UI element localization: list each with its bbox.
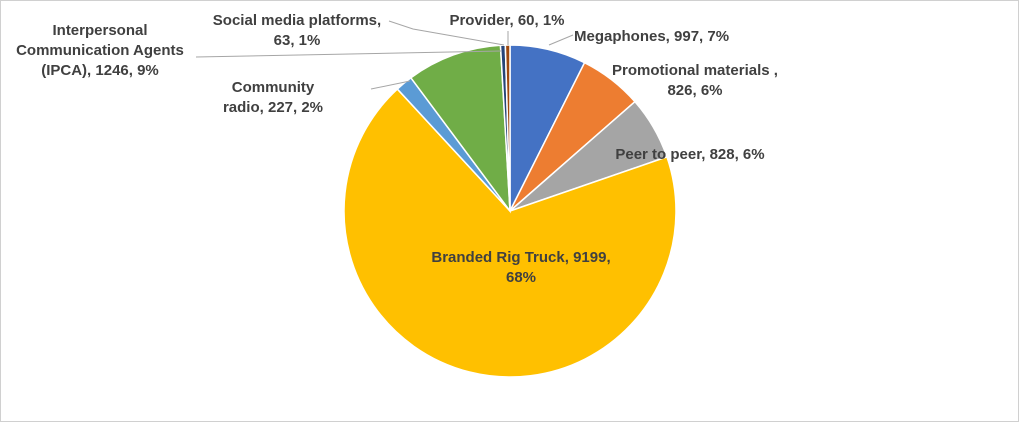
data-label-line: (IPCA), 1246, 9%	[41, 62, 159, 79]
leader-line-megaphones	[548, 34, 574, 46]
data-label-line: Provider, 60, 1%	[449, 12, 564, 29]
data-label-line: Communication Agents	[16, 42, 184, 59]
data-label-social-media-platforms: Social media platforms, 63, 1%	[213, 12, 381, 49]
data-label-megaphones: Megaphones, 997, 7%	[574, 28, 729, 45]
data-label-line: Social media platforms,	[213, 12, 381, 29]
data-label-line: 68%	[506, 269, 536, 286]
leader-line-social-media-platforms	[388, 20, 505, 46]
data-label-branded-rig-truck: Branded Rig Truck, 9199, 68%	[431, 249, 610, 286]
data-label-line: Promotional materials ,	[612, 62, 778, 79]
data-label-line: radio, 227, 2%	[223, 99, 323, 116]
pie-slices	[343, 44, 677, 378]
data-labels: Megaphones, 997, 7% Promotional materials…	[16, 12, 778, 286]
data-label-line: Community	[232, 79, 315, 96]
data-label-promotional-materials: Promotional materials , 826, 6%	[612, 62, 778, 99]
data-label-line: 826, 6%	[667, 82, 722, 99]
leader-line-interpersonal-communication-agents-ipca	[195, 50, 502, 58]
data-label-line: Interpersonal	[52, 22, 147, 39]
data-label-line: Branded Rig Truck, 9199,	[431, 249, 610, 266]
leader-lines	[195, 20, 574, 90]
data-label-line: Peer to peer, 828, 6%	[615, 146, 764, 163]
data-label-interpersonal-communication-agents-ipca: Interpersonal Communication Agents (IPCA),…	[16, 22, 184, 79]
pie-slice-branded-rig-truck	[343, 87, 677, 378]
data-label-line: 63, 1%	[274, 32, 321, 49]
pie-slice-provider	[504, 44, 511, 212]
data-label-community-radio: Community radio, 227, 2%	[223, 79, 323, 116]
data-label-line: Megaphones, 997, 7%	[574, 28, 729, 45]
pie-slice-interpersonal-communication-agents-ipca	[409, 44, 511, 214]
leader-line-community-radio	[370, 80, 411, 90]
data-label-peer-to-peer: Peer to peer, 828, 6%	[615, 146, 764, 163]
data-label-provider: Provider, 60, 1%	[449, 12, 564, 29]
